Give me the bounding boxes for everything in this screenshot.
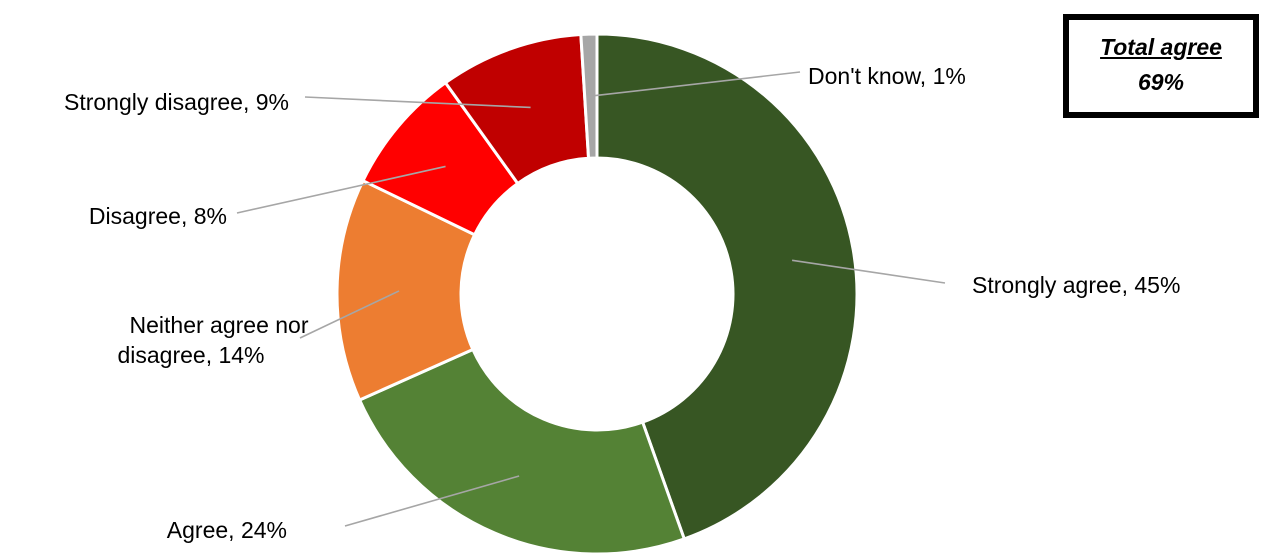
leader-lines-layer (236, 71, 946, 527)
total-agree-title: Total agree (1100, 34, 1222, 60)
leader-line-agree (344, 475, 520, 527)
slice-don-t-know (579, 32, 599, 160)
leader-line-disagree (236, 165, 446, 214)
data-label-strongly-disagree: Strongly disagree, 9% (64, 89, 289, 115)
total-agree-box: Total agree 69% (1063, 14, 1259, 118)
leader-line-strongly-agree (791, 259, 946, 284)
data-labels-layer: Strongly agree, 45% Agree, 24% Neither agr… (64, 63, 1180, 543)
total-agree-value: 69% (1137, 69, 1185, 95)
leader-line-strongly-disagree (304, 96, 531, 109)
leader-line-don-t-know (590, 71, 801, 97)
slice-strongly-agree (595, 32, 859, 541)
slice-agree (357, 347, 687, 554)
data-label-neither-agree-nor-disagree: Neither agree nor disagree, 14% (117, 312, 308, 368)
slices-layer (335, 32, 859, 554)
data-label-strongly-agree: Strongly agree, 45% (972, 272, 1180, 298)
data-label-don-t-know: Don't know, 1% (808, 63, 966, 89)
data-label-disagree: Disagree, 8% (89, 203, 227, 229)
leader-line-neither-agree-nor-disagree (299, 290, 400, 339)
data-label-agree: Agree, 24% (167, 517, 287, 543)
